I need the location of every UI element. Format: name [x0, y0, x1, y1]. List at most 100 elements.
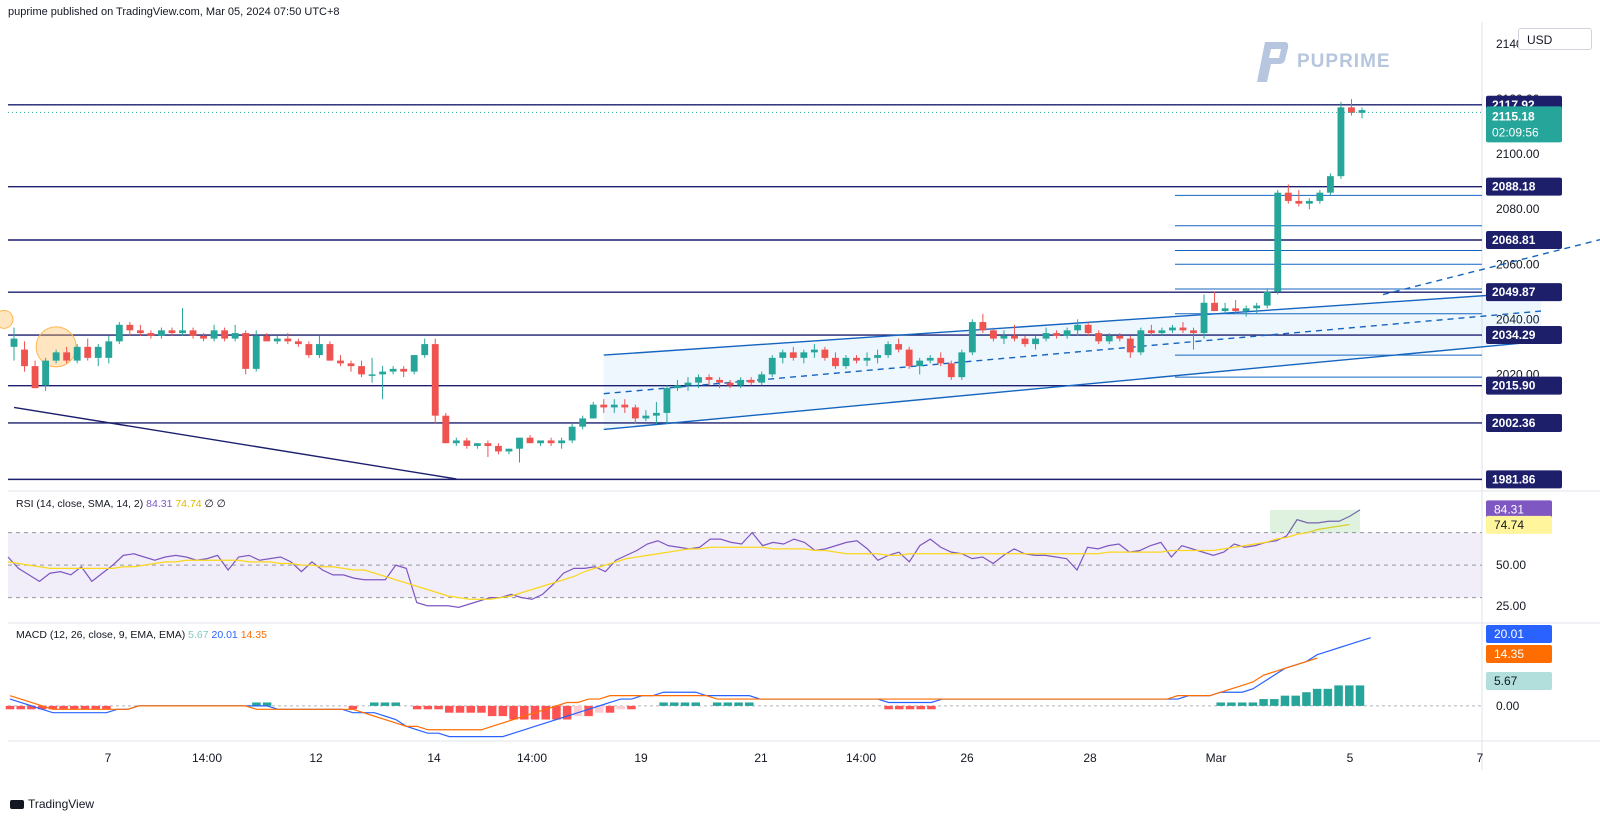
current-price-tag: [1486, 106, 1562, 143]
candle-body: [1011, 335, 1018, 339]
candle-body: [431, 344, 439, 416]
macd-histogram-bar: [712, 702, 722, 706]
time-tick-label: 12: [309, 751, 323, 765]
candle: [368, 357, 376, 383]
candle: [737, 377, 745, 389]
candle: [52, 349, 60, 364]
candle-body: [1147, 330, 1155, 334]
macd-histogram-bar: [520, 705, 529, 720]
macd-value-tag-label: 14.35: [1494, 647, 1524, 661]
candle: [526, 434, 534, 444]
candle: [347, 360, 355, 372]
macd-histogram-bar: [1216, 702, 1225, 706]
candle: [136, 324, 144, 336]
candle-body: [863, 357, 871, 361]
candle: [1169, 324, 1176, 334]
candle: [547, 437, 555, 446]
currency-selector[interactable]: USD: [1518, 28, 1592, 50]
macd-legend[interactable]: MACD (12, 26, close, 9, EMA, EMA) 5.67 2…: [16, 629, 267, 641]
candle: [495, 443, 502, 455]
rsi-legend-empty-1: ∅: [204, 498, 214, 510]
tradingview-footer[interactable]: TradingView: [10, 797, 94, 811]
candle-body: [726, 382, 734, 386]
candle: [726, 379, 734, 389]
candle: [937, 352, 945, 367]
candle-body: [1179, 327, 1187, 331]
macd-histogram-bar: [262, 702, 272, 706]
candle-body: [221, 330, 229, 339]
candle-body: [1190, 330, 1197, 334]
macd-histogram-bar: [659, 702, 668, 706]
candle-body: [768, 357, 776, 375]
candle: [642, 410, 650, 422]
price-tick-label: 2060.00: [1496, 257, 1540, 271]
rsi-legend[interactable]: RSI (14, close, SMA, 14, 2) 84.31 74.74 …: [16, 498, 226, 510]
candle: [1263, 289, 1271, 309]
candle-body: [979, 322, 987, 331]
candle: [884, 341, 892, 358]
candle-body: [1074, 324, 1082, 331]
candle-body: [168, 330, 176, 334]
rsi-legend-value: 84.31: [146, 498, 173, 510]
candle-body: [305, 344, 313, 356]
candle-body: [737, 379, 745, 386]
macd-histogram-bar: [884, 705, 893, 710]
candle: [1074, 319, 1082, 336]
candle: [1105, 333, 1113, 345]
candle-body: [758, 374, 766, 383]
macd-histogram-bar: [905, 705, 915, 710]
candle-body: [10, 338, 18, 347]
candle-body: [537, 440, 544, 444]
macd-histogram-bar: [1227, 702, 1236, 706]
price-level-tag: [1486, 326, 1562, 345]
candle-body: [652, 412, 660, 416]
candle: [916, 357, 924, 375]
time-tick-label: 14:00: [517, 751, 547, 765]
trendline: [603, 340, 1542, 431]
candle-body: [1053, 333, 1061, 336]
tradingview-logo-icon: [10, 799, 24, 809]
candle-body: [484, 443, 492, 446]
candle-body: [1095, 333, 1103, 342]
candle: [1147, 324, 1155, 336]
candle-body: [389, 368, 397, 372]
candle-body: [832, 357, 839, 367]
candle: [705, 374, 713, 386]
watermark-text: PUPRIME: [1297, 51, 1391, 72]
candle: [516, 437, 523, 463]
candle-body: [1021, 338, 1029, 345]
candle: [505, 448, 513, 455]
macd-histogram-bar: [391, 702, 400, 706]
candle: [326, 341, 334, 361]
candle-body: [1316, 192, 1324, 201]
macd-histogram-bar: [1323, 688, 1333, 706]
candle-body: [937, 357, 945, 364]
candle: [1000, 330, 1008, 345]
candle: [1200, 294, 1208, 339]
macd-histogram-bar: [434, 705, 443, 710]
candle: [1190, 327, 1197, 350]
candle: [473, 443, 481, 449]
candle: [652, 401, 660, 424]
macd-histogram-bar: [734, 702, 743, 706]
candle: [810, 344, 818, 358]
candle-body: [200, 335, 207, 339]
candle-body: [473, 443, 481, 446]
candle: [84, 338, 92, 361]
trendline: [13, 406, 457, 480]
macd-histogram-bar: [584, 705, 593, 717]
candle: [558, 437, 566, 449]
macd-line: [9, 637, 1371, 738]
candle: [242, 330, 250, 375]
macd-histogram-bar: [895, 705, 904, 710]
time-tick-label: 28: [1083, 751, 1097, 765]
candle: [1221, 302, 1229, 314]
macd-histogram-bar: [605, 705, 615, 713]
candle: [589, 401, 597, 419]
candle: [1095, 330, 1103, 345]
candle-body: [105, 341, 113, 358]
candle-body: [789, 352, 797, 358]
candle: [179, 308, 186, 336]
candle: [674, 379, 681, 391]
